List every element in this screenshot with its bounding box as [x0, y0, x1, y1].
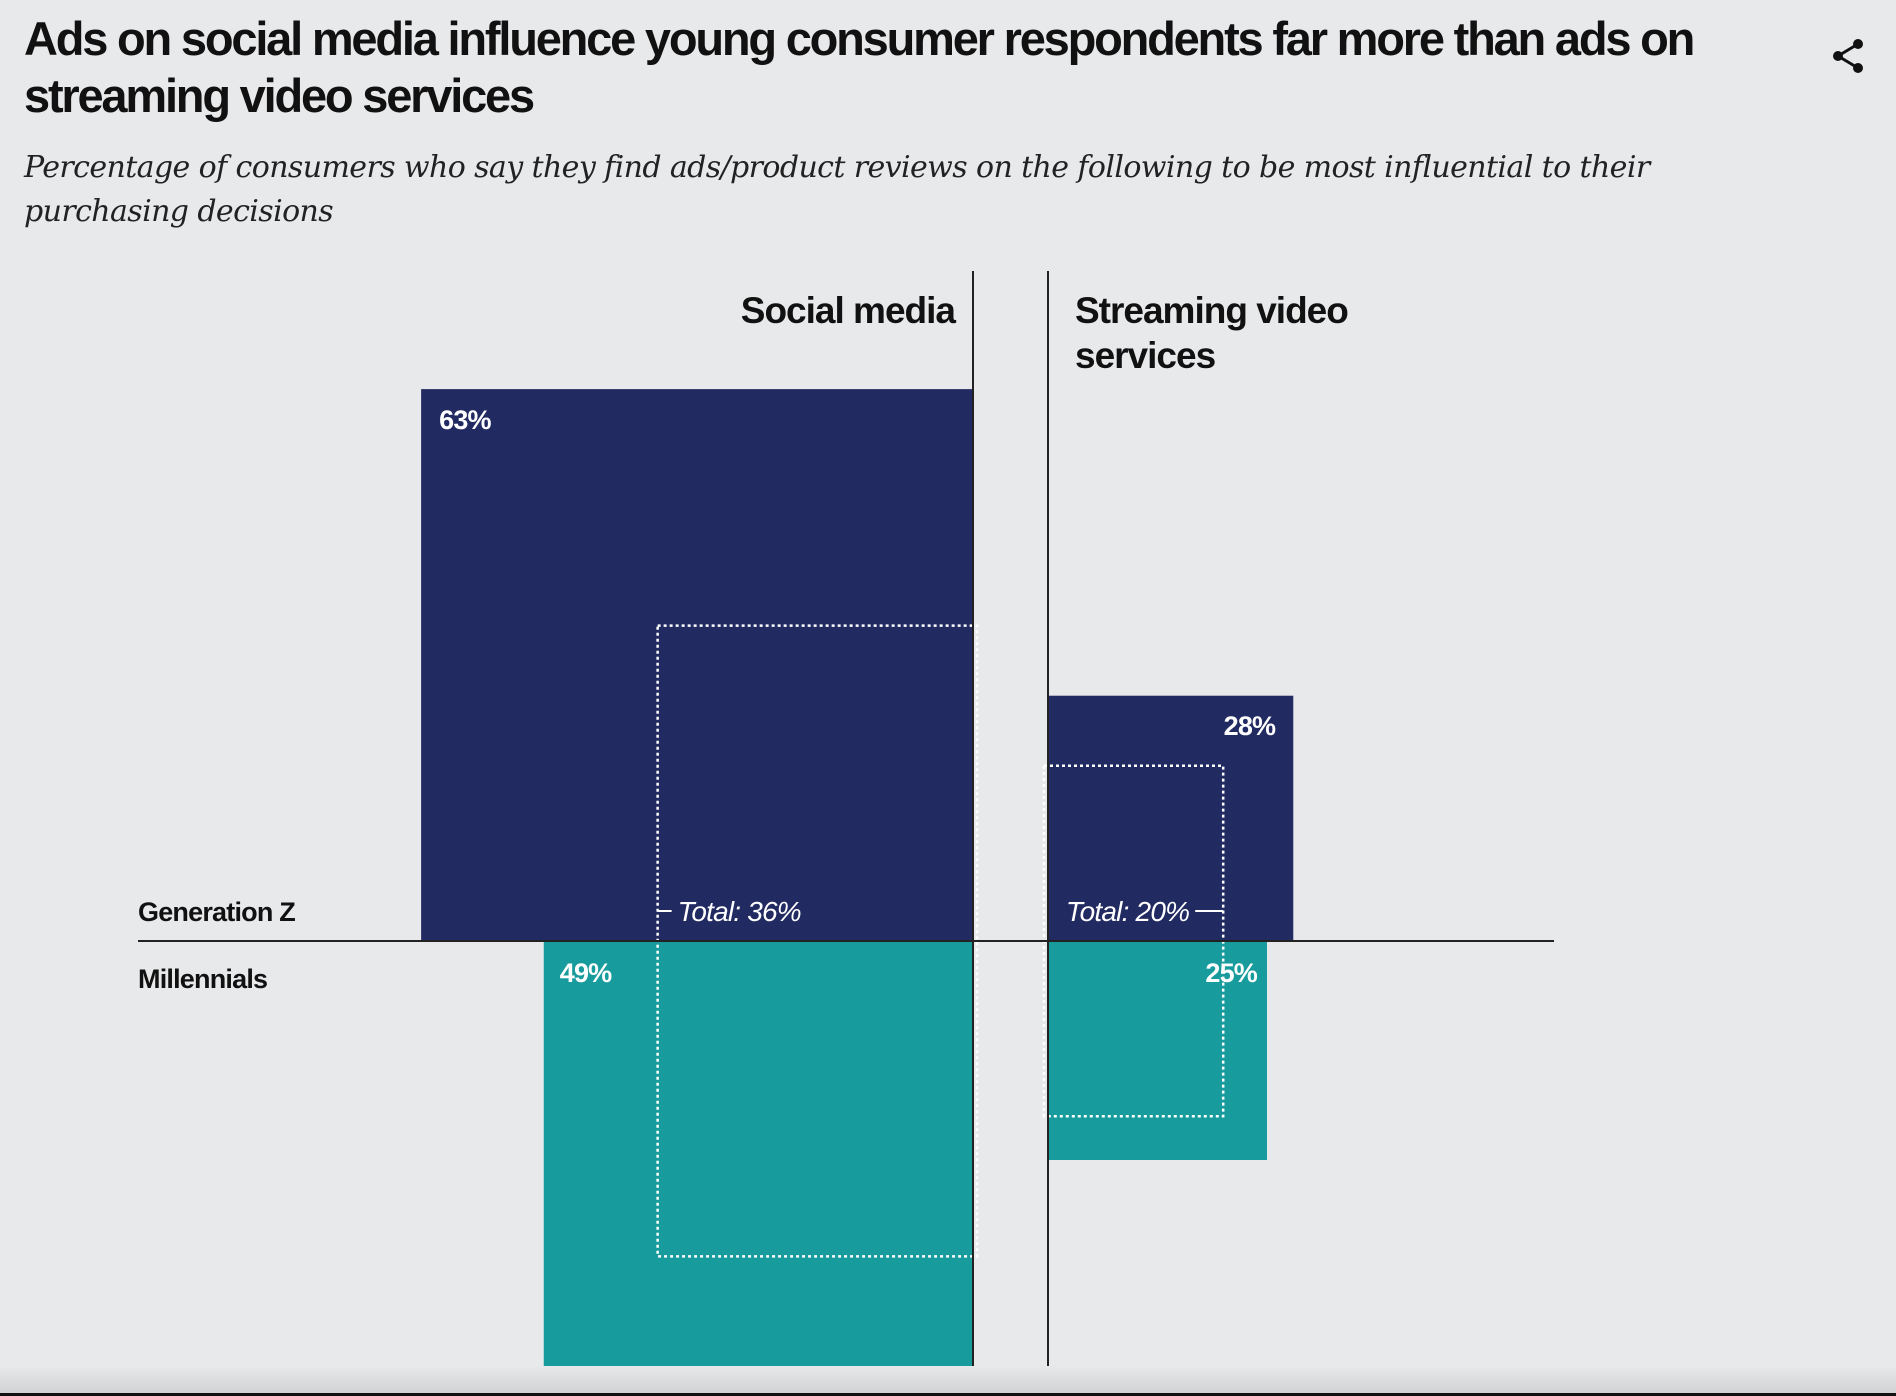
- bar-streaming-millennials: [1048, 941, 1267, 1160]
- data-label-social-gen-z: 63%: [439, 405, 491, 435]
- row-label-millennials: Millennials: [138, 964, 267, 994]
- bar-social-gen-z: [421, 389, 973, 941]
- share-icon[interactable]: [1828, 36, 1868, 76]
- row-label-gen-z: Generation Z: [138, 897, 295, 927]
- bar-social-millennials: [543, 941, 973, 1371]
- bottom-edge: [0, 1393, 1896, 1396]
- column-header-streaming: services: [1075, 335, 1216, 376]
- data-label-streaming-gen-z: 28%: [1224, 711, 1276, 741]
- total-label-streaming: Total: 20%: [1066, 896, 1189, 927]
- total-label-social: Total: 36%: [678, 896, 801, 927]
- bar-streaming-gen-z: [1048, 695, 1294, 941]
- chart-subtitle: Percentage of consumers who say they fin…: [24, 150, 1650, 229]
- chart-title: Ads on social media influence young cons…: [24, 12, 1695, 122]
- column-header-streaming: Streaming video: [1075, 290, 1348, 331]
- data-label-streaming-millennials: 25%: [1205, 958, 1257, 988]
- data-label-social-millennials: 49%: [560, 958, 612, 988]
- bottom-shade: [0, 1366, 1896, 1396]
- column-header-social: Social media: [741, 290, 957, 331]
